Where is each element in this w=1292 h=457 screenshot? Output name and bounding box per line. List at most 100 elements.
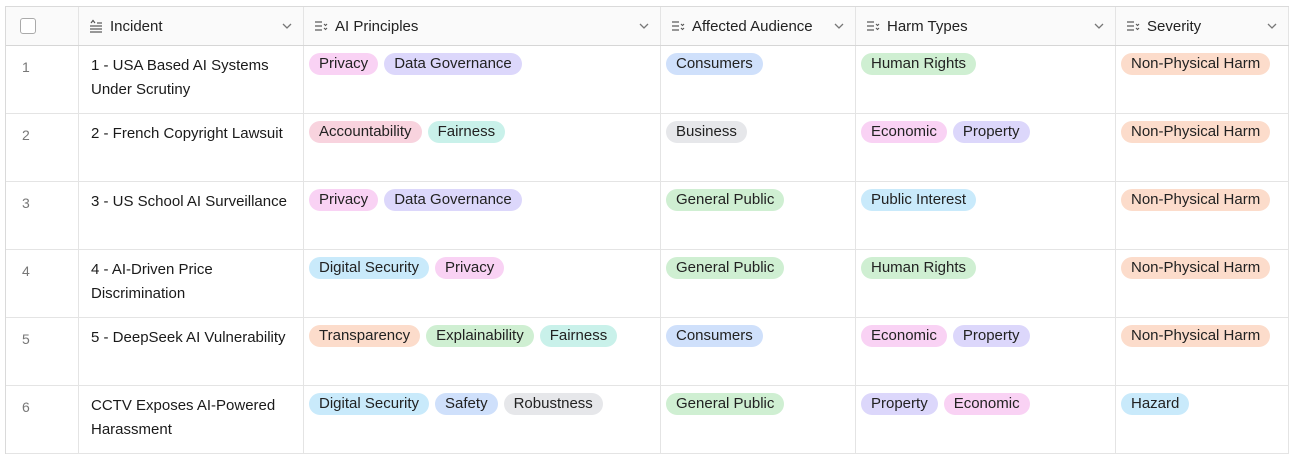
chevron-down-icon[interactable] <box>638 20 650 32</box>
tag: Privacy <box>309 53 379 75</box>
table-row[interactable]: 3 3 - US School AI Surveillance Privacy Dat… <box>6 182 1289 250</box>
affected-audience-cell[interactable]: Consumers <box>661 318 856 385</box>
severity-cell[interactable]: Non-Physical Harm <box>1116 250 1289 317</box>
affected-audience-cell[interactable]: Consumers <box>661 46 856 113</box>
harm-types-cell[interactable]: Property Economic <box>856 386 1116 453</box>
chevron-down-icon[interactable] <box>833 20 845 32</box>
column-label: Severity <box>1147 17 1202 35</box>
tag: Economic <box>861 325 947 347</box>
incident-name: 5 - DeepSeek AI Vulnerability <box>91 329 286 346</box>
ai-principles-cell[interactable]: Accountability Fairness <box>304 114 661 181</box>
tag: Business <box>666 121 747 143</box>
table-row[interactable]: 6 CCTV Exposes AI-Powered Harassment Digit… <box>6 386 1289 454</box>
tag: Privacy <box>309 189 379 211</box>
harm-types-cell[interactable]: Economic Property <box>856 318 1116 385</box>
chevron-down-icon[interactable] <box>1266 20 1278 32</box>
tag: Property <box>952 121 1030 143</box>
incident-name: CCTV Exposes AI-Powered Harassment <box>91 397 276 438</box>
incident-name: 3 - US School AI Surveillance <box>91 193 287 210</box>
affected-audience-cell[interactable]: General Public <box>661 182 856 249</box>
ai-principles-cell[interactable]: Privacy Data Governance <box>304 182 661 249</box>
chevron-down-icon[interactable] <box>281 20 293 32</box>
ai-principles-cell[interactable]: Transparency Explainability Fairness <box>304 318 661 385</box>
tag: Transparency <box>309 325 421 347</box>
incident-cell[interactable]: 2 - French Copyright Lawsuit <box>79 114 304 181</box>
ai-principles-cell[interactable]: Privacy Data Governance <box>304 46 661 113</box>
incident-cell[interactable]: CCTV Exposes AI-Powered Harassment <box>79 386 304 453</box>
tag: Consumers <box>666 325 763 347</box>
sort-text-icon <box>89 19 103 33</box>
affected-audience-cell[interactable]: General Public <box>661 250 856 317</box>
harm-types-cell[interactable]: Human Rights <box>856 46 1116 113</box>
severity-cell[interactable]: Non-Physical Harm <box>1116 318 1289 385</box>
ai-principles-cell[interactable]: Digital Security Privacy <box>304 250 661 317</box>
severity-cell[interactable]: Non-Physical Harm <box>1116 182 1289 249</box>
incident-name: 2 - French Copyright Lawsuit <box>91 125 283 142</box>
row-number: 4 <box>22 263 30 279</box>
select-all-cell <box>6 7 79 45</box>
tag: General Public <box>666 189 785 211</box>
column-header-harm-types[interactable]: Harm Types <box>856 7 1116 45</box>
harm-types-cell[interactable]: Economic Property <box>856 114 1116 181</box>
column-header-severity[interactable]: Severity <box>1116 7 1289 45</box>
column-label: AI Principles <box>335 17 419 35</box>
tag: Robustness <box>503 393 603 415</box>
ai-principles-cell[interactable]: Digital Security Safety Robustness <box>304 386 661 453</box>
table-row[interactable]: 5 5 - DeepSeek AI Vulnerability Transparen… <box>6 318 1289 386</box>
harm-types-cell[interactable]: Human Rights <box>856 250 1116 317</box>
row-number-cell[interactable]: 3 <box>6 182 79 249</box>
multiselect-icon <box>866 19 880 33</box>
row-number-cell[interactable]: 2 <box>6 114 79 181</box>
tag: Data Governance <box>384 53 522 75</box>
table-header: Incident AI Principles Affected Audience… <box>6 7 1289 46</box>
tag: Non-Physical Harm <box>1121 325 1271 347</box>
row-number-cell[interactable]: 1 <box>6 46 79 113</box>
tag: Human Rights <box>861 257 977 279</box>
tag: Data Governance <box>384 189 522 211</box>
severity-cell[interactable]: Hazard <box>1116 386 1289 453</box>
tag: Hazard <box>1121 393 1190 415</box>
tag: Public Interest <box>861 189 977 211</box>
row-number-cell[interactable]: 5 <box>6 318 79 385</box>
chevron-down-icon[interactable] <box>1093 20 1105 32</box>
tag: Consumers <box>666 53 763 75</box>
column-label: Harm Types <box>887 17 968 35</box>
incident-cell[interactable]: 3 - US School AI Surveillance <box>79 182 304 249</box>
table-row[interactable]: 4 4 - AI-Driven Price Discrimination Digit… <box>6 250 1289 318</box>
tag: Digital Security <box>309 393 430 415</box>
column-header-incident[interactable]: Incident <box>79 7 304 45</box>
harm-types-cell[interactable]: Public Interest <box>856 182 1116 249</box>
row-number-cell[interactable]: 6 <box>6 386 79 453</box>
incident-cell[interactable]: 5 - DeepSeek AI Vulnerability <box>79 318 304 385</box>
table-row[interactable]: 2 2 - French Copyright Lawsuit Accountabil… <box>6 114 1289 182</box>
tag: Economic <box>943 393 1030 415</box>
tag: General Public <box>666 393 785 415</box>
column-label: Affected Audience <box>692 17 813 35</box>
incident-table: Incident AI Principles Affected Audience… <box>5 6 1289 454</box>
incident-cell[interactable]: 1 - USA Based AI Systems Under Scrutiny <box>79 46 304 113</box>
affected-audience-cell[interactable]: Business <box>661 114 856 181</box>
select-all-checkbox[interactable] <box>20 18 36 34</box>
incident-cell[interactable]: 4 - AI-Driven Price Discrimination <box>79 250 304 317</box>
tag: Non-Physical Harm <box>1121 53 1271 75</box>
multiselect-icon <box>671 19 685 33</box>
table-row[interactable]: 1 1 - USA Based AI Systems Under Scrutiny… <box>6 46 1289 114</box>
affected-audience-cell[interactable]: General Public <box>661 386 856 453</box>
tag: Privacy <box>435 257 505 279</box>
row-number: 3 <box>22 195 30 211</box>
row-number: 5 <box>22 331 30 347</box>
tag: Economic <box>861 121 947 143</box>
table-body: 1 1 - USA Based AI Systems Under Scrutiny… <box>6 46 1289 454</box>
severity-cell[interactable]: Non-Physical Harm <box>1116 46 1289 113</box>
tag: Property <box>861 393 938 415</box>
tag: Explainability <box>426 325 534 347</box>
tag: Fairness <box>539 325 618 347</box>
incident-name: 1 - USA Based AI Systems Under Scrutiny <box>91 57 269 98</box>
severity-cell[interactable]: Non-Physical Harm <box>1116 114 1289 181</box>
column-header-ai-principles[interactable]: AI Principles <box>304 7 661 45</box>
incident-name: 4 - AI-Driven Price Discrimination <box>91 261 213 302</box>
row-number: 1 <box>22 59 30 75</box>
tag: Safety <box>435 393 498 415</box>
row-number-cell[interactable]: 4 <box>6 250 79 317</box>
column-header-affected-audience[interactable]: Affected Audience <box>661 7 856 45</box>
